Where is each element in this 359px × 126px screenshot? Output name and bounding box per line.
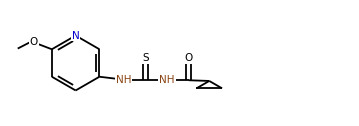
Text: O: O: [29, 37, 38, 47]
Text: O: O: [185, 53, 193, 63]
Text: S: S: [142, 53, 149, 63]
Text: NH: NH: [159, 75, 175, 85]
Text: NH: NH: [116, 75, 131, 85]
Text: N: N: [72, 30, 79, 41]
